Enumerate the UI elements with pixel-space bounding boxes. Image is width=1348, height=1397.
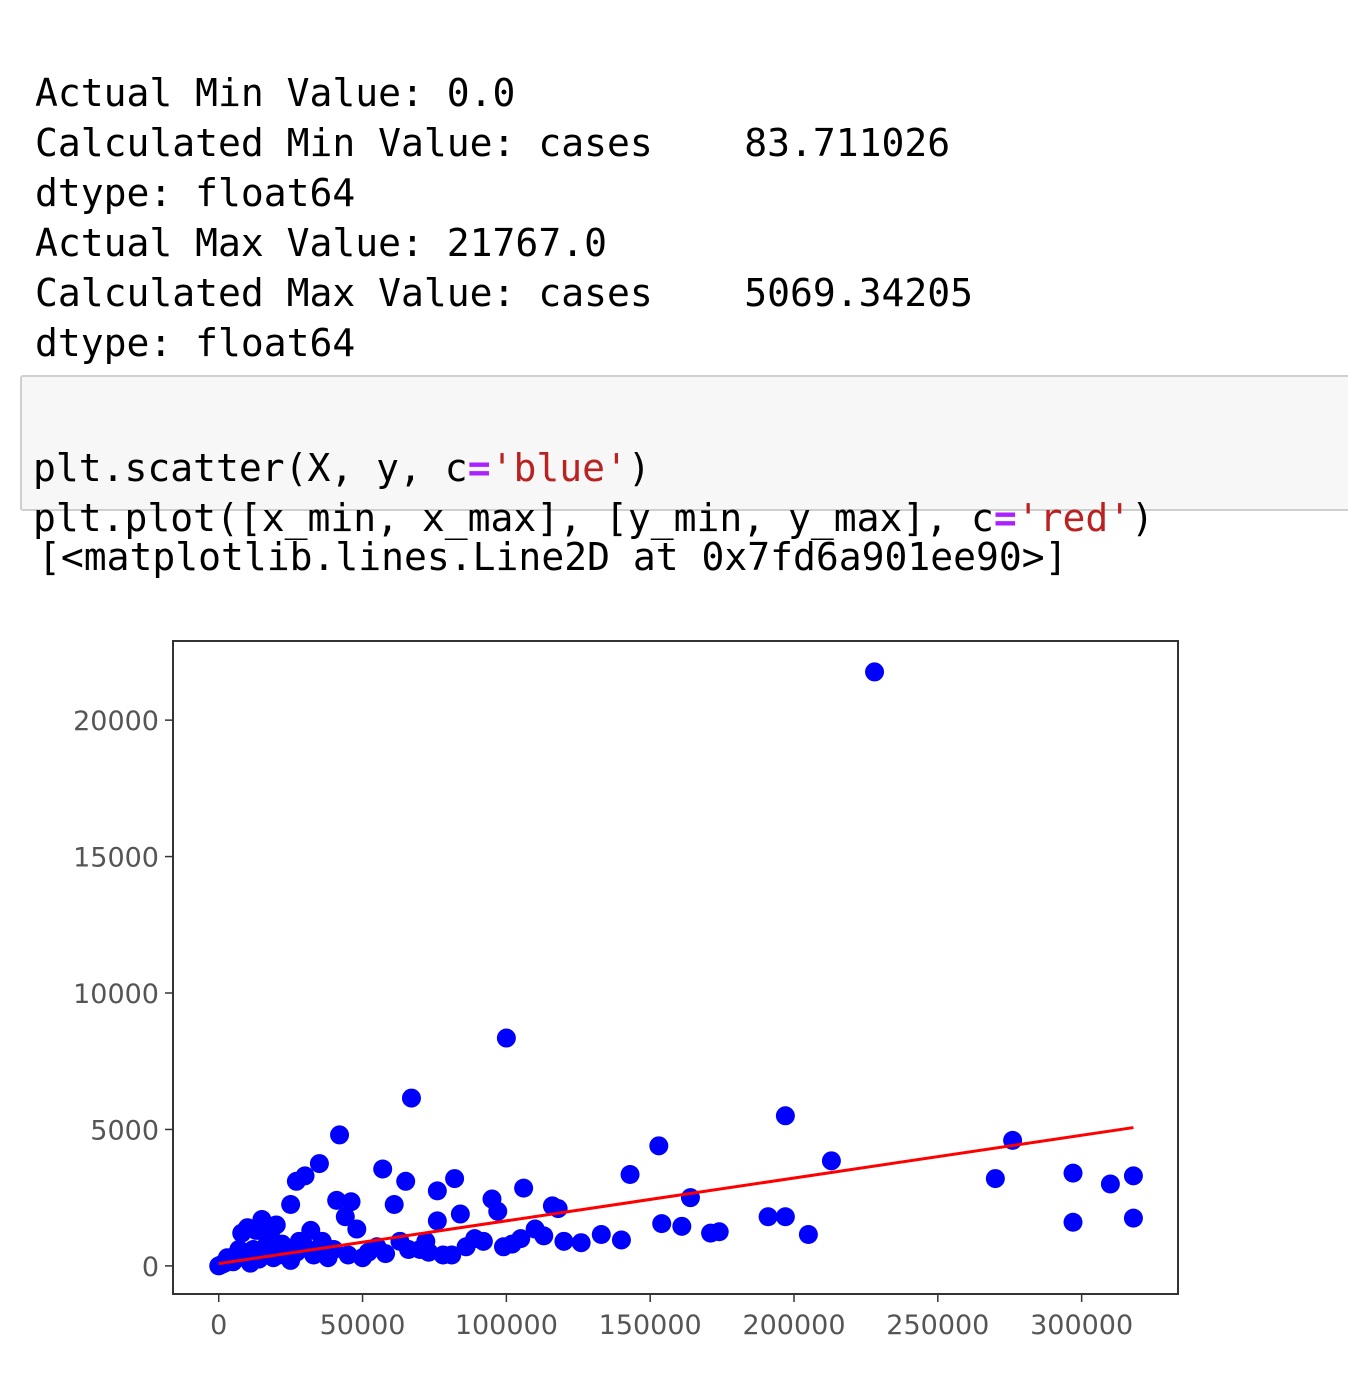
point	[384, 1194, 404, 1214]
point	[821, 1151, 841, 1171]
point	[416, 1231, 436, 1251]
output-line: Actual Max Value: 21767.0	[35, 221, 607, 265]
point	[341, 1192, 361, 1212]
point	[758, 1207, 778, 1227]
point	[335, 1207, 355, 1227]
point	[511, 1229, 531, 1249]
code-token: plt.plot([x_min, x_max], [y_min, y_max],…	[33, 496, 994, 540]
point	[571, 1233, 591, 1253]
point	[554, 1231, 574, 1251]
point	[865, 662, 885, 682]
x-tick-label: 150000	[599, 1310, 702, 1341]
code: plt.scatter(X, y, c='blue') plt.plot([x_m…	[33, 393, 1154, 593]
point	[396, 1171, 416, 1191]
point	[514, 1178, 534, 1198]
y-tick-label: 10000	[73, 979, 159, 1010]
point	[488, 1201, 508, 1221]
point	[330, 1125, 350, 1145]
point	[1063, 1163, 1083, 1183]
point	[649, 1136, 669, 1156]
y-tick-label: 15000	[73, 843, 159, 874]
point	[591, 1225, 611, 1245]
point	[611, 1230, 631, 1250]
code-token: =	[993, 496, 1017, 540]
point	[473, 1231, 493, 1251]
point	[376, 1244, 396, 1264]
output-line: dtype: float64	[35, 171, 356, 215]
point	[542, 1196, 562, 1216]
output-line: Calculated Max Value: cases 5069.34205	[35, 271, 973, 315]
point	[373, 1159, 393, 1179]
point	[286, 1171, 306, 1191]
code-token: =	[467, 446, 491, 490]
point	[1063, 1212, 1083, 1232]
point	[427, 1181, 447, 1201]
x-tick-label: 0	[210, 1310, 227, 1341]
point	[672, 1216, 692, 1236]
chart: 0 50000 100000 150000 200000 250000 300000 0 500…	[73, 640, 1179, 1341]
cell-output: Actual Min Value: 0.0 Calculated Min Valu…	[35, 18, 973, 418]
point	[445, 1169, 465, 1189]
point	[450, 1204, 470, 1224]
x-tick-label: 300000	[1030, 1310, 1133, 1341]
point	[456, 1237, 476, 1257]
point	[534, 1226, 554, 1246]
output-line: Actual Min Value: 0.0	[35, 71, 516, 115]
point	[709, 1222, 729, 1242]
point	[232, 1223, 252, 1243]
point	[289, 1231, 309, 1251]
point	[1123, 1166, 1143, 1186]
point	[401, 1088, 421, 1108]
fit-line	[218, 1126, 1134, 1266]
point	[258, 1231, 278, 1251]
code-token: 'blue'	[490, 446, 628, 490]
point	[309, 1154, 329, 1174]
output-line: Calculated Min Value: cases 83.711026	[35, 121, 951, 165]
point	[338, 1245, 358, 1265]
point	[347, 1219, 367, 1239]
x-tick-label: 200000	[742, 1310, 845, 1341]
x-tick-label: 100000	[455, 1310, 558, 1341]
code-cell[interactable]	[20, 375, 1348, 511]
code-line: plt.scatter(X, y, c='blue')	[33, 443, 1154, 493]
point	[1100, 1174, 1120, 1194]
point	[652, 1214, 672, 1234]
y-tick-label: 0	[142, 1252, 159, 1283]
x-tick-label: 50000	[320, 1310, 406, 1341]
cell-result: [<matplotlib.lines.Line2D at 0x7fd6a901e…	[38, 535, 1068, 579]
point	[775, 1207, 795, 1227]
code-token: 'red'	[1016, 496, 1132, 540]
point	[399, 1240, 419, 1260]
point	[353, 1248, 373, 1268]
output-line: dtype: float64	[35, 321, 356, 365]
point	[775, 1106, 795, 1126]
point	[496, 1028, 516, 1048]
code-token: )	[627, 446, 651, 490]
point	[427, 1211, 447, 1231]
point	[433, 1245, 453, 1265]
point	[327, 1190, 347, 1210]
x-tick-label: 250000	[886, 1310, 989, 1341]
code-line: plt.plot([x_min, x_max], [y_min, y_max],…	[33, 493, 1154, 543]
point	[985, 1169, 1005, 1189]
point	[620, 1164, 640, 1184]
point	[281, 1194, 301, 1214]
code-token: plt.scatter(X, y, c	[33, 446, 468, 490]
code-token: )	[1131, 496, 1155, 540]
y-tick-label: 20000	[73, 706, 159, 737]
point	[493, 1237, 513, 1257]
point	[798, 1225, 818, 1245]
point	[1123, 1208, 1143, 1228]
plot-frame	[172, 640, 1179, 1295]
y-tick-label: 5000	[90, 1115, 159, 1146]
